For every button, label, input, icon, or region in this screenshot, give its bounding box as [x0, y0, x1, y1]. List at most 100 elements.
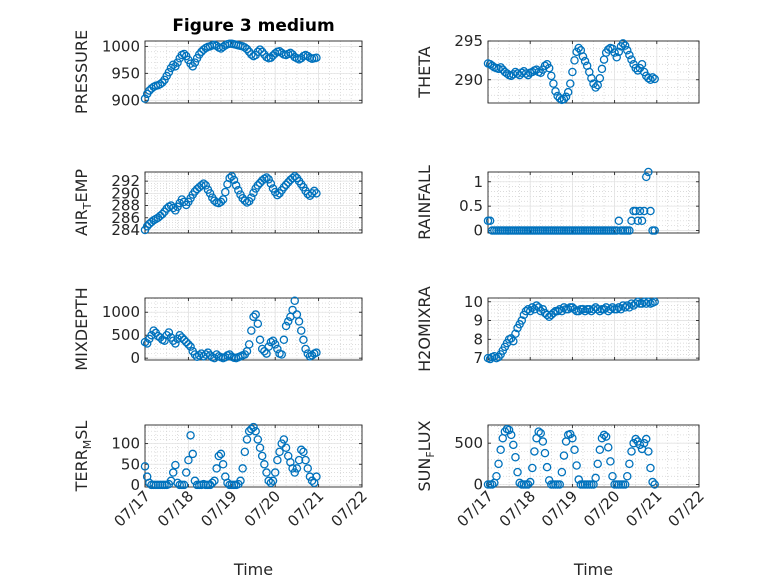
- data-point: [279, 182, 289, 192]
- data-point: [620, 480, 630, 489]
- data-point: [551, 87, 560, 96]
- data-point: [281, 321, 291, 331]
- data-point: [260, 347, 269, 356]
- x-tick-label: 07/22: [328, 487, 371, 530]
- data-point: [205, 189, 215, 198]
- data-point: [523, 305, 533, 314]
- data-point: [292, 464, 302, 473]
- data-point: [168, 468, 178, 477]
- y-tick-label: 290: [111, 184, 140, 202]
- data-point: [286, 48, 295, 58]
- data-point: [214, 451, 224, 461]
- data-point: [312, 189, 321, 198]
- data-point: [242, 44, 252, 54]
- data-point: [253, 181, 263, 190]
- y-axis-label: AIRTEMP: [72, 169, 94, 236]
- data-point: [164, 68, 174, 77]
- data-point: [273, 455, 282, 465]
- data-point: [181, 337, 191, 347]
- data-point: [625, 459, 634, 469]
- data-point: [631, 63, 640, 73]
- data-point: [599, 430, 609, 440]
- data-point: [251, 310, 260, 319]
- data-point: [563, 305, 573, 314]
- data-point: [485, 216, 495, 226]
- data-point: [253, 435, 263, 444]
- data-point: [544, 63, 554, 73]
- data-point: [523, 480, 533, 489]
- data-point: [627, 216, 636, 226]
- data-point: [599, 305, 609, 314]
- data-point: [559, 303, 569, 312]
- data-point: [509, 336, 518, 346]
- data-point: [549, 308, 558, 318]
- data-point: [197, 181, 206, 190]
- data-point: [266, 53, 276, 62]
- data-point: [635, 206, 645, 216]
- data-point: [244, 47, 254, 57]
- data-point: [620, 303, 630, 312]
- data-point: [517, 316, 527, 325]
- data-point: [563, 87, 573, 97]
- y-tick-label: 10: [464, 293, 483, 311]
- data-point: [275, 447, 284, 457]
- y-axis-label: TERRMSL: [72, 421, 94, 493]
- data-point: [525, 477, 535, 487]
- data-point: [618, 39, 628, 48]
- data-point: [528, 67, 537, 77]
- data-point: [637, 60, 647, 69]
- panel-row3-left: 0 500 1000 MIXDEPTH: [72, 287, 363, 371]
- data-point: [536, 429, 546, 438]
- data-point: [199, 45, 208, 54]
- data-point: [639, 206, 649, 216]
- y-axis-label: MIXDEPTH: [72, 287, 91, 370]
- y-tick-label: 292: [111, 172, 140, 190]
- data-point: [296, 445, 306, 455]
- x-tick-label: 07/19: [197, 487, 240, 530]
- data-point: [644, 297, 653, 307]
- data-point: [255, 45, 265, 54]
- data-point: [513, 467, 522, 477]
- chart-title: Figure 3 medium: [172, 16, 334, 36]
- data-point: [270, 340, 280, 349]
- data-point: [504, 425, 514, 435]
- data-point: [639, 438, 649, 448]
- data-point: [312, 348, 321, 357]
- data-point: [496, 445, 505, 455]
- data-point: [262, 173, 271, 182]
- data-point: [509, 440, 518, 450]
- data-point: [288, 305, 297, 315]
- data-point: [238, 464, 247, 473]
- data-point: [587, 73, 596, 83]
- data-point: [542, 462, 552, 472]
- data-point: [511, 329, 520, 338]
- data-point: [279, 335, 289, 345]
- data-point: [283, 317, 293, 326]
- data-point: [570, 445, 579, 455]
- data-point: [536, 306, 546, 316]
- axes-box: [144, 297, 363, 361]
- data-point: [635, 440, 645, 450]
- data-point: [281, 443, 291, 452]
- data-point: [591, 83, 600, 92]
- y-axis-label: RAINFALL: [415, 165, 434, 240]
- data-point: [614, 47, 624, 57]
- y-tick-label: 8: [473, 330, 483, 348]
- data-point: [633, 216, 643, 226]
- data-point: [305, 472, 315, 481]
- y-tick-label: 950: [111, 64, 140, 82]
- data-point: [593, 305, 602, 314]
- data-point: [559, 94, 569, 104]
- data-point: [601, 432, 611, 441]
- data-point: [264, 175, 273, 184]
- axes-box: [144, 171, 363, 234]
- data-point: [506, 430, 516, 440]
- y-axis-label: PRESSURE: [72, 30, 91, 114]
- data-point: [532, 301, 541, 310]
- data-point: [606, 305, 615, 314]
- data-point: [249, 422, 258, 432]
- data-point: [251, 426, 260, 436]
